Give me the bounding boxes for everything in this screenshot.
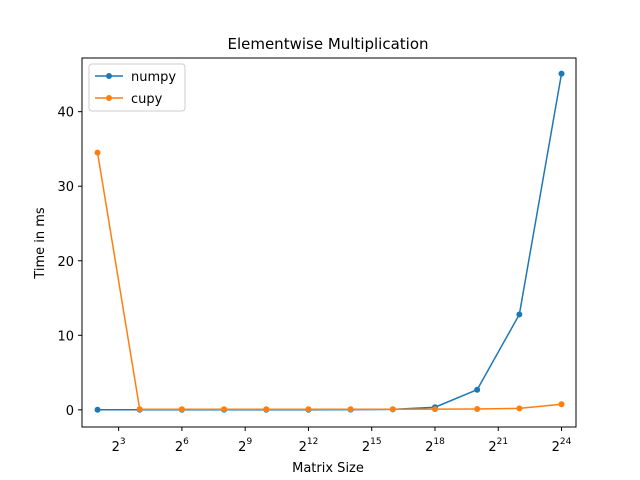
data-point-cupy <box>221 406 228 413</box>
data-point-cupy <box>94 149 101 156</box>
data-point-cupy <box>558 401 565 408</box>
data-point-cupy <box>516 405 523 412</box>
y-tick-label: 0 <box>66 404 74 419</box>
x-axis-ticks: 23 26 29 212 215 218 221 224 <box>112 427 572 455</box>
legend-marker-cupy <box>106 95 112 101</box>
y-tick-label: 40 <box>57 106 74 121</box>
data-point-cupy <box>347 406 354 413</box>
legend-marker-numpy <box>106 73 112 79</box>
y-tick-label: 30 <box>57 180 74 195</box>
plot-area <box>81 57 577 428</box>
data-point-cupy <box>263 406 270 413</box>
y-tick-label: 20 <box>57 255 74 270</box>
series-line-cupy <box>96 152 562 411</box>
data-point-cupy <box>474 405 481 412</box>
legend-label-cupy: cupy <box>131 92 163 107</box>
data-point-numpy <box>474 386 481 393</box>
chart-title: Elementwise Multiplication <box>227 35 428 53</box>
x-tick-label: 212 <box>299 437 319 455</box>
x-tick-label: 221 <box>488 437 508 455</box>
x-axis-label: Matrix Size <box>292 461 364 476</box>
x-tick-label: 23 <box>112 437 126 455</box>
data-point-cupy <box>431 406 438 413</box>
axes-frame <box>81 57 577 428</box>
data-point-cupy <box>178 406 185 413</box>
legend: numpy cupy <box>88 63 186 112</box>
data-point-numpy <box>516 311 523 318</box>
y-axis-ticks: 0 10 20 30 40 <box>57 106 82 419</box>
data-point-numpy <box>94 406 101 413</box>
x-tick-label: 215 <box>362 437 382 455</box>
legend-label-numpy: numpy <box>131 70 176 85</box>
data-point-cupy <box>389 406 396 413</box>
x-tick-label: 26 <box>175 437 189 455</box>
data-point-cupy <box>305 406 312 413</box>
y-tick-label: 10 <box>57 329 74 344</box>
x-tick-label: 29 <box>238 437 252 455</box>
x-tick-label: 218 <box>425 437 445 455</box>
data-point-cupy <box>136 406 143 413</box>
x-tick-label: 224 <box>552 437 572 455</box>
data-point-numpy <box>558 70 565 77</box>
y-axis-label: Time in ms <box>33 207 48 280</box>
